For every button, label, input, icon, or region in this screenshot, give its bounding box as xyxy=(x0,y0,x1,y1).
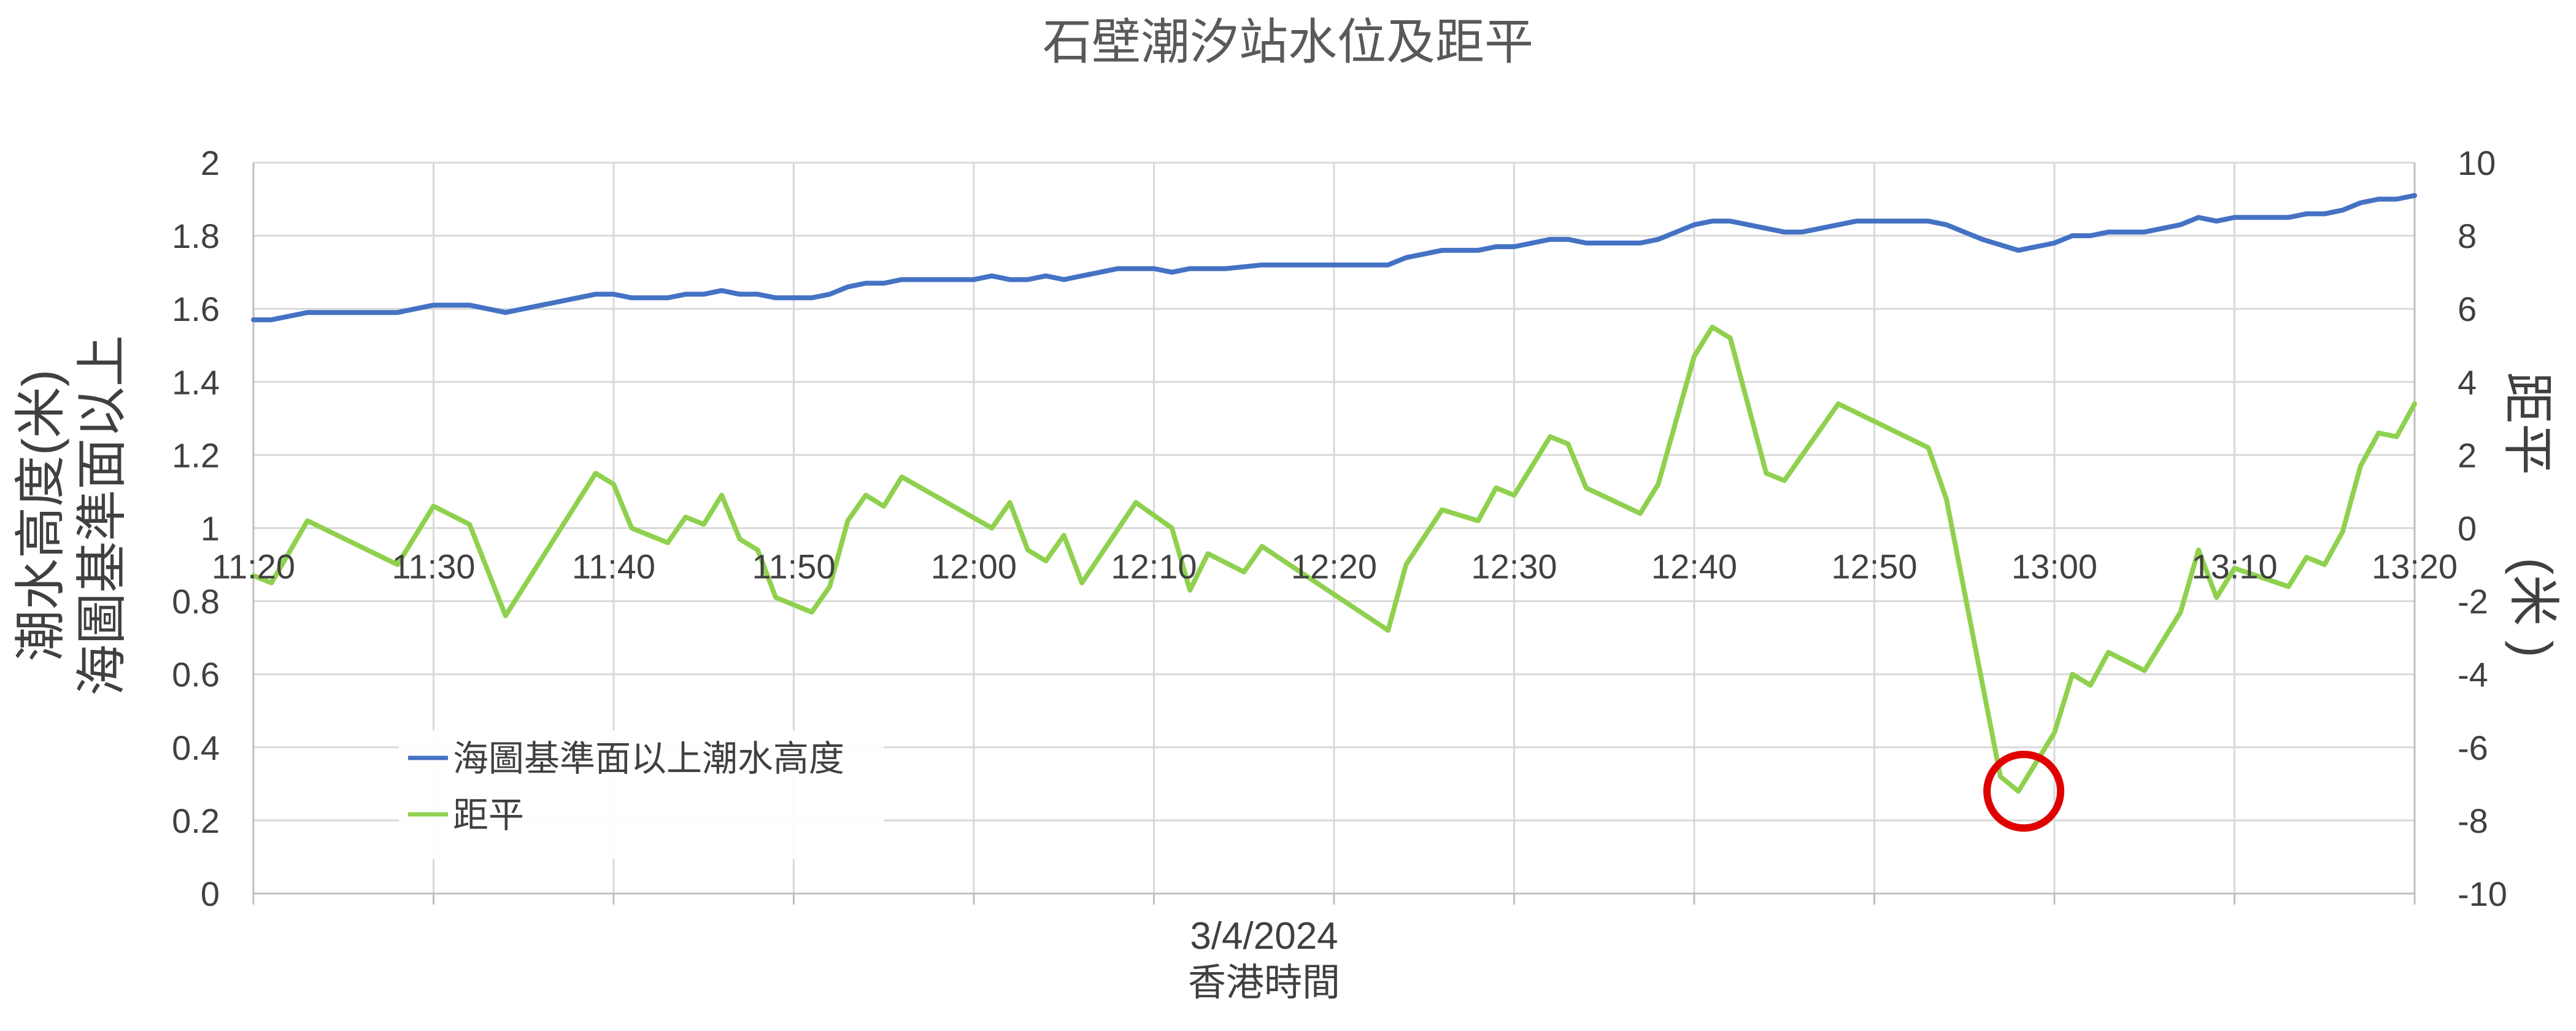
y-left-tick-label: 0.2 xyxy=(172,801,220,840)
y-left-tick-label: 1.2 xyxy=(172,436,220,474)
y-right-tick-label: 10 xyxy=(2458,144,2496,182)
y-left-tick-label: 2 xyxy=(201,144,220,182)
legend: 海圖基準面以上潮水高度 距平 xyxy=(399,730,884,859)
y-right-tick-label: -4 xyxy=(2458,655,2488,694)
y-left-tick-label: 1.6 xyxy=(172,290,220,328)
chart-title: 石壁潮汐站水位及距平 xyxy=(1043,15,1533,69)
x-tick-label: 12:20 xyxy=(1291,547,1377,586)
y-left-tick-label: 0.8 xyxy=(172,582,220,621)
y-left-tick-label: 0.4 xyxy=(172,728,220,767)
y-right-tick-label: -8 xyxy=(2458,801,2488,840)
y-right-tick-label: 6 xyxy=(2458,290,2477,328)
x-tick-label: 12:00 xyxy=(931,547,1017,586)
y-left-tick-label: 0 xyxy=(201,875,220,913)
x-tick-label: 12:30 xyxy=(1471,547,1557,586)
y-right-axis-title-line1: 距平 xyxy=(2499,372,2556,475)
y-left-tick-label: 1.8 xyxy=(172,217,220,255)
x-tick-label: 11:20 xyxy=(212,547,295,586)
series-line-tide-height xyxy=(251,193,2417,323)
annotation-layer xyxy=(1983,751,2065,832)
x-tick-label: 11:50 xyxy=(752,547,836,586)
x-tick-label: 13:00 xyxy=(2011,547,2097,586)
series-line-anomaly xyxy=(251,325,2417,794)
x-tick-label: 12:50 xyxy=(1831,547,1917,586)
x-tick-label: 12:10 xyxy=(1111,547,1197,586)
x-axis-date-caption: 3/4/2024 xyxy=(1190,915,1338,957)
x-tick-label: 13:10 xyxy=(2191,547,2277,586)
y-right-tick-label: -6 xyxy=(2458,728,2488,767)
y-right-tick-label: 0 xyxy=(2458,509,2477,548)
x-tick-label: 13:20 xyxy=(2372,547,2458,586)
legend-label-tide: 海圖基準面以上潮水高度 xyxy=(453,739,844,779)
y-right-tick-label: 4 xyxy=(2458,363,2477,401)
x-tick-label: 11:30 xyxy=(392,547,476,586)
y-right-tick-label: -2 xyxy=(2458,582,2488,621)
y-right-tick-label: 8 xyxy=(2458,217,2477,255)
legend-label-anomaly: 距平 xyxy=(453,795,524,835)
tick-labels: 0 -100.2 -80.4 -60.6 -40.8 -21 01.2 21.4 41.6 61.… xyxy=(172,144,2507,913)
y-left-tick-label: 1.4 xyxy=(172,363,220,401)
axes xyxy=(252,163,2416,905)
series-layer xyxy=(251,193,2417,794)
x-tick-label: 12:40 xyxy=(1651,547,1737,586)
y-left-axis-title-line1: 潮水高度(米) xyxy=(12,369,69,662)
y-left-axis-title-line2: 海圖基準面以上 xyxy=(73,335,131,696)
y-right-axis-title-line2: (米 ) xyxy=(2505,557,2563,657)
x-tick-label: 11:40 xyxy=(572,547,655,586)
y-left-tick-label: 0.6 xyxy=(172,655,220,694)
y-right-tick-label: -10 xyxy=(2458,875,2507,913)
y-left-tick-label: 1 xyxy=(201,509,220,548)
y-right-tick-label: 2 xyxy=(2458,436,2477,474)
legend-background xyxy=(399,730,884,859)
x-axis-timezone-caption: 香港時間 xyxy=(1188,962,1340,1004)
annotation-circle xyxy=(1983,751,2065,832)
